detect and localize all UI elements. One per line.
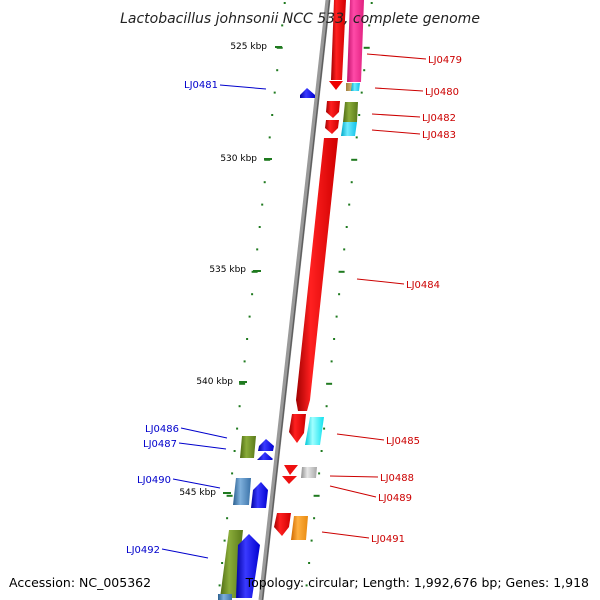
gene-LJ0492-blue[interactable]	[236, 534, 260, 598]
label-LJ0491[interactable]: LJ0491	[371, 534, 405, 545]
scale-label-525: 525 kbp	[230, 42, 267, 52]
gene-LJ0493-peek[interactable]	[218, 594, 232, 600]
scale-label-530: 530 kbp	[220, 154, 257, 164]
gene-LJ0481[interactable]	[300, 88, 315, 98]
label-LJ0492[interactable]: LJ0492	[126, 545, 160, 556]
label-LJ0489[interactable]: LJ0489	[378, 493, 412, 504]
gene-LJ0480[interactable]	[351, 83, 360, 91]
label-LJ0484[interactable]: LJ0484	[406, 280, 440, 291]
gene-LJ0485[interactable]	[305, 417, 324, 445]
gene-LJ0488[interactable]	[301, 467, 317, 478]
map-title: Lactobacillus johnsonii NCC 533, complet…	[120, 11, 480, 27]
genome-summary-text: Topology: circular; Length: 1,992,676 bp…	[245, 575, 589, 590]
scale-label-535: 535 kbp	[209, 265, 246, 275]
scale-label-540: 540 kbp	[196, 377, 233, 387]
gene-LJ0487-a[interactable]	[258, 439, 274, 451]
gene-LJ0490-steel[interactable]	[233, 478, 251, 505]
gene-LJ0483-arrow[interactable]	[325, 120, 339, 134]
gene-LJ0484[interactable]	[296, 138, 338, 411]
label-LJ0488[interactable]: LJ0488	[380, 473, 414, 484]
gene-LJ0486[interactable]	[240, 436, 256, 458]
gene-LJ0485-arrow[interactable]	[289, 414, 306, 443]
reverse-strand-genes	[218, 88, 315, 600]
label-LJ0479[interactable]: LJ0479	[428, 55, 462, 66]
gene-LJ0483[interactable]	[341, 122, 357, 136]
accession-text: Accession: NC_005362	[9, 575, 151, 590]
label-leader-lines	[161, 53, 427, 559]
gene-LJ0480-tan[interactable]	[346, 83, 352, 91]
gene-LJ0482-arrow[interactable]	[326, 101, 340, 118]
gene-LJ0479[interactable]	[347, 0, 364, 82]
gene-LJ0491-arrow[interactable]	[274, 513, 291, 536]
label-LJ0486[interactable]: LJ0486	[145, 424, 179, 435]
scale-label-545: 545 kbp	[179, 488, 216, 498]
gene-labels: LJ0479 LJ0480 LJ0481 LJ0482 LJ0483 LJ048…	[126, 55, 462, 556]
label-LJ0482[interactable]: LJ0482	[422, 113, 456, 124]
gene-LJ0487-b[interactable]	[257, 452, 273, 460]
label-LJ0485[interactable]: LJ0485	[386, 436, 420, 447]
gene-LJ0491[interactable]	[291, 516, 308, 540]
gene-LJ0488-arrow[interactable]	[284, 465, 298, 475]
scale-labels: 525 kbp 530 kbp 535 kbp 540 kbp 545 kbp	[179, 42, 282, 498]
gene-arrow-top-red-head[interactable]	[329, 81, 343, 90]
label-LJ0481[interactable]: LJ0481	[184, 80, 218, 91]
gene-LJ0482[interactable]	[343, 102, 358, 122]
gene-LJ0489[interactable]	[282, 476, 297, 484]
label-LJ0483[interactable]: LJ0483	[422, 130, 456, 141]
gene-arrow-top-red[interactable]	[331, 0, 346, 80]
forward-strand-genes	[274, 0, 364, 540]
label-LJ0480[interactable]: LJ0480	[425, 87, 459, 98]
label-LJ0487[interactable]: LJ0487	[143, 439, 177, 450]
gene-LJ0490[interactable]	[251, 482, 268, 508]
label-LJ0490[interactable]: LJ0490	[137, 475, 171, 486]
genome-backbone	[258, 0, 331, 600]
